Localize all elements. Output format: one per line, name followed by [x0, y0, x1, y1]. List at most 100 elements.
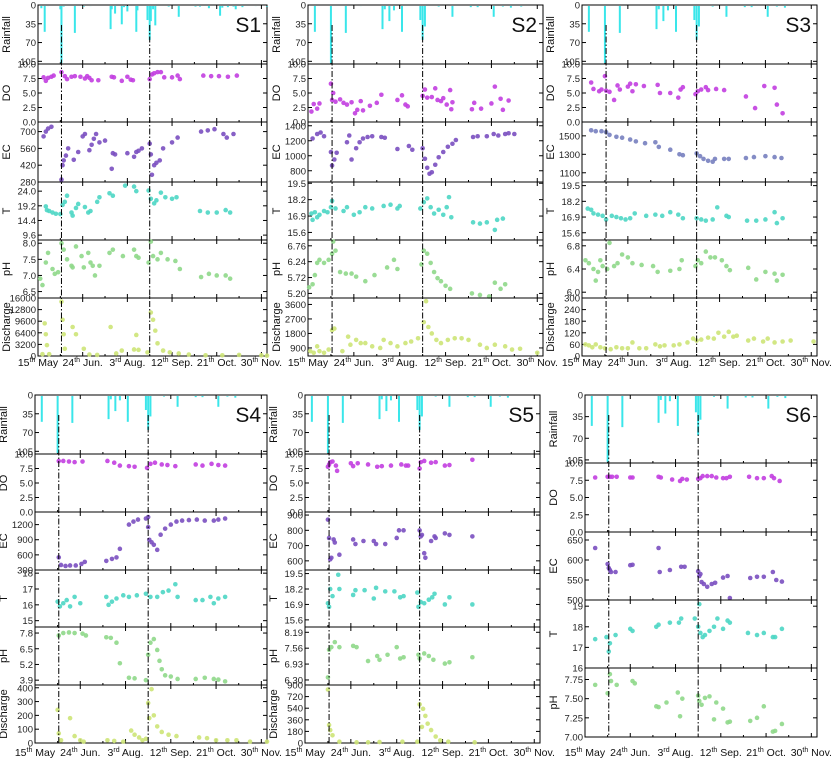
data-point-ph — [395, 266, 400, 272]
data-point-t — [371, 596, 377, 601]
data-point-do — [422, 87, 428, 92]
data-point-discharge — [236, 352, 242, 358]
data-point-do — [173, 463, 178, 469]
data-point-discharge — [711, 336, 717, 341]
data-point-ec — [743, 155, 749, 161]
data-point-t — [761, 630, 767, 636]
data-point-ph — [384, 265, 390, 270]
data-point-ph — [600, 263, 605, 269]
data-point-ph — [45, 250, 51, 256]
data-point-ph — [772, 728, 778, 734]
data-point-t — [494, 217, 500, 223]
data-point-ec — [701, 156, 706, 162]
data-point-ec — [79, 561, 84, 567]
panel-ec: 700 560 420 280 EC — [1, 121, 268, 189]
data-point-t — [763, 217, 768, 222]
data-point-discharge — [154, 724, 160, 729]
data-point-t — [64, 597, 69, 603]
data-point-discharge — [136, 347, 141, 353]
y-tick-label: 35 — [292, 409, 303, 420]
y-tick-label: 2.5 — [23, 103, 36, 114]
data-point-ph — [780, 272, 785, 278]
data-point-t — [330, 593, 335, 599]
panel-frame — [581, 297, 818, 357]
data-point-ec — [61, 158, 66, 163]
y-tick-label: 200 — [17, 711, 33, 722]
data-point-discharge — [472, 740, 477, 745]
data-point-ph — [372, 272, 377, 278]
y-tick-label: 700 — [287, 541, 303, 552]
data-point-ec — [382, 135, 388, 141]
data-point-discharge — [167, 350, 173, 355]
data-point-discharge — [340, 348, 345, 354]
data-point-ec — [369, 133, 375, 139]
data-point-do — [680, 84, 686, 90]
data-point-discharge — [408, 339, 414, 344]
data-point-t — [720, 626, 726, 632]
data-point-ec — [154, 160, 159, 166]
data-point-t — [357, 209, 362, 215]
data-point-t — [72, 594, 77, 600]
y-tick-label: 5.0 — [290, 479, 303, 490]
data-point-t — [667, 209, 673, 215]
data-point-discharge — [705, 335, 711, 340]
y-axis-title: Discharge — [271, 302, 283, 352]
data-point-ec — [656, 545, 661, 551]
data-point-do — [709, 473, 715, 479]
data-point-discharge — [425, 721, 430, 726]
y-axis-title: DO — [271, 84, 283, 101]
data-point-discharge — [87, 352, 92, 357]
data-point-discharge — [637, 345, 642, 351]
data-point-discharge — [225, 737, 230, 743]
data-point-discharge — [44, 342, 50, 348]
data-point-ec — [406, 143, 412, 149]
panel-t: 24.0 19.2 14.4 9.6 T — [1, 181, 268, 242]
data-point-t — [110, 193, 116, 199]
data-point-t — [326, 604, 332, 610]
data-point-ph — [198, 274, 204, 280]
data-point-t — [710, 217, 715, 222]
data-point-ph — [177, 266, 183, 272]
data-point-discharge — [509, 347, 515, 352]
data-point-ph — [306, 285, 312, 290]
y-tick-label: 10.0 — [285, 450, 304, 461]
data-point-ph — [435, 275, 440, 281]
data-point-ec — [747, 575, 753, 581]
panel-t: 19.5 18.2 16.9 15.6 T — [545, 181, 818, 241]
data-point-discharge — [307, 348, 313, 354]
data-point-t — [62, 199, 68, 205]
panel-ph: 6.8 6.4 6.0 pH — [545, 239, 818, 299]
data-point-ec — [131, 519, 136, 524]
data-point-discharge — [811, 339, 816, 344]
data-point-ph — [59, 240, 64, 246]
y-tick-label: 70 — [569, 38, 580, 49]
data-point-do — [721, 87, 727, 93]
data-point-do — [599, 87, 604, 92]
data-point-discharge — [67, 715, 73, 721]
data-point-t — [106, 602, 111, 608]
data-point-discharge — [760, 339, 766, 344]
data-point-discharge — [434, 337, 439, 343]
data-point-t — [492, 227, 498, 233]
data-point-do — [498, 96, 503, 102]
data-point-do — [119, 78, 125, 84]
data-point-do — [700, 473, 705, 479]
data-point-discharge — [353, 337, 359, 343]
data-point-ph — [61, 247, 66, 252]
data-point-do — [349, 99, 354, 105]
data-point-t — [344, 204, 350, 210]
data-point-ec — [424, 165, 430, 171]
y-tick-label: 105 — [290, 57, 306, 68]
data-point-t — [630, 628, 635, 634]
data-point-ph — [761, 704, 767, 709]
data-point-discharge — [721, 334, 727, 339]
data-point-ph — [774, 278, 780, 283]
panel-do: 10.0 7.5 5.0 2.5 0.0 DO — [0, 450, 268, 519]
data-point-do — [658, 475, 664, 480]
y-tick-label: 300 — [17, 566, 33, 577]
panel-ec: 650 600 550 500 EC — [548, 531, 818, 607]
x-tick-label: 21th Oct. — [196, 747, 236, 759]
y-tick-label: 35 — [22, 409, 33, 420]
data-point-ec — [470, 134, 476, 140]
data-point-ph — [126, 675, 132, 681]
